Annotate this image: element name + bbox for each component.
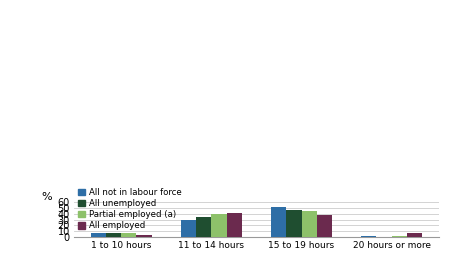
Bar	[286, 210, 301, 237]
Bar	[227, 213, 242, 237]
Bar	[90, 233, 106, 237]
Legend: All not in labour force, All unemployed, Partial employed (a), All employed: All not in labour force, All unemployed,…	[78, 188, 181, 230]
Bar	[361, 236, 376, 237]
Bar	[106, 233, 121, 237]
Bar	[181, 220, 196, 237]
Bar	[407, 233, 422, 237]
Bar	[317, 215, 332, 237]
Bar	[121, 233, 137, 237]
Bar	[137, 235, 152, 237]
Bar	[392, 236, 407, 237]
Bar	[301, 211, 317, 237]
Bar	[196, 217, 212, 237]
Bar	[212, 214, 227, 237]
Text: %: %	[41, 192, 52, 202]
Bar	[271, 207, 286, 237]
